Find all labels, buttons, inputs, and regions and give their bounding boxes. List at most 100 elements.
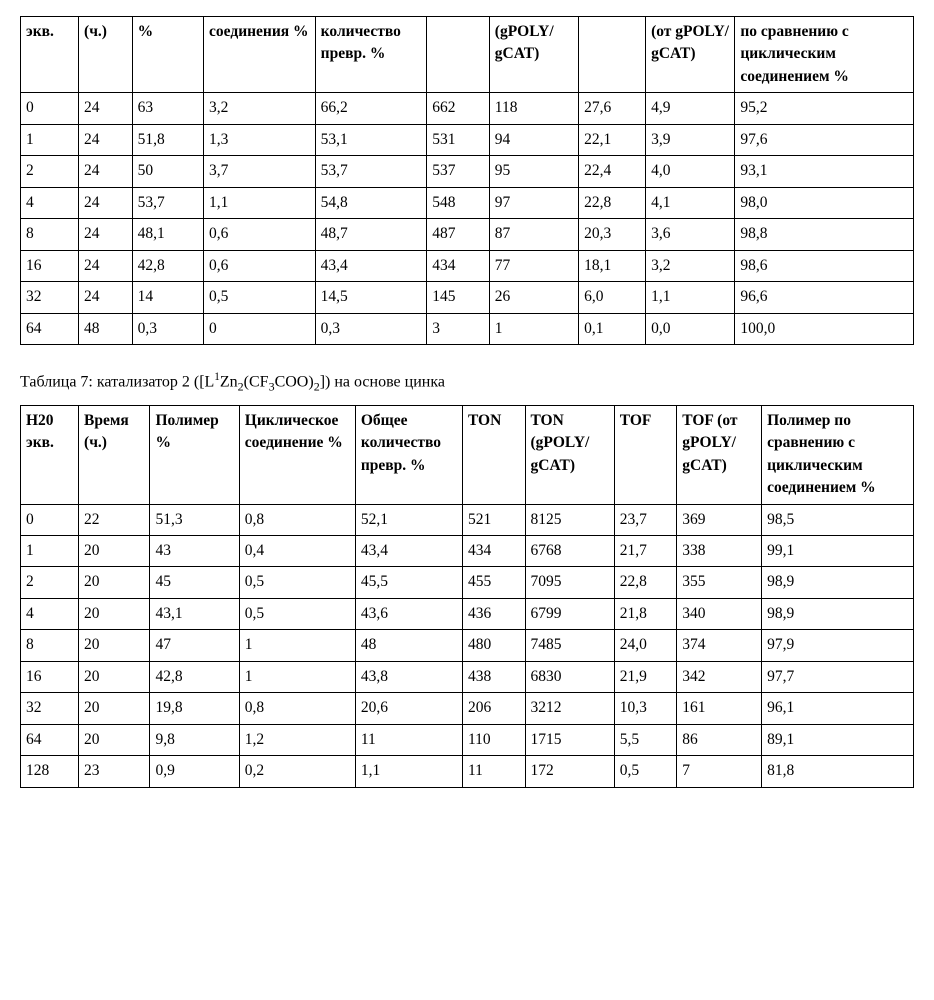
table-cell: 32 xyxy=(21,282,79,313)
table-cell: 4 xyxy=(21,598,79,629)
table-cell: 23,7 xyxy=(614,504,677,535)
table-cell: 6830 xyxy=(525,661,614,692)
table-cell: 1,1 xyxy=(646,282,735,313)
table-row: 120430,443,4434676821,733899,1 xyxy=(21,536,914,567)
table-row: 02251,30,852,1521812523,736998,5 xyxy=(21,504,914,535)
column-header: TOF xyxy=(614,405,677,504)
table-cell: 206 xyxy=(463,693,526,724)
table-cell: 66,2 xyxy=(315,93,427,124)
column-header: Циклическое соединение % xyxy=(239,405,355,504)
table-cell: 98,8 xyxy=(735,219,914,250)
table-cell: 434 xyxy=(463,536,526,567)
table-row: 12451,81,353,15319422,13,997,6 xyxy=(21,124,914,155)
table-cell: 51,3 xyxy=(150,504,239,535)
table-cell: 45,5 xyxy=(355,567,462,598)
table-cell: 369 xyxy=(677,504,762,535)
table-row: 82047148480748524,037497,9 xyxy=(21,630,914,661)
table-cell: 27,6 xyxy=(579,93,646,124)
table-cell: 1,3 xyxy=(204,124,316,155)
column-header: Полимер по сравнению с циклическим соеди… xyxy=(762,405,914,504)
table-cell: 355 xyxy=(677,567,762,598)
table-cell: 0,6 xyxy=(204,219,316,250)
table-cell: 54,8 xyxy=(315,187,427,218)
table-cell: 4,9 xyxy=(646,93,735,124)
table-cell: 50 xyxy=(132,156,203,187)
table-cell: 42,8 xyxy=(150,661,239,692)
table-cell: 20 xyxy=(79,630,150,661)
table-cell: 98,5 xyxy=(762,504,914,535)
table-cell: 5,5 xyxy=(614,724,677,755)
column-header: TON (gPOLY/ gCAT) xyxy=(525,405,614,504)
table-cell: 81,8 xyxy=(762,756,914,787)
table-cell: 0,3 xyxy=(315,313,427,344)
table2-header-row: H20 экв.Время (ч.)Полимер %Циклическое с… xyxy=(21,405,914,504)
table-cell: 172 xyxy=(525,756,614,787)
table-cell: 94 xyxy=(489,124,578,155)
table-cell: 1715 xyxy=(525,724,614,755)
table-cell: 53,7 xyxy=(132,187,203,218)
column-header: TOF (от gPOLY/ gCAT) xyxy=(677,405,762,504)
table-cell: 1 xyxy=(489,313,578,344)
table-cell: 14 xyxy=(132,282,203,313)
table-cell: 98,9 xyxy=(762,567,914,598)
table-cell: 20 xyxy=(79,567,150,598)
table-cell: 1 xyxy=(21,124,79,155)
table-row: 322019,80,820,6206321210,316196,1 xyxy=(21,693,914,724)
table-cell: 24 xyxy=(79,93,133,124)
caption-mid2: (CF xyxy=(244,373,269,390)
table-cell: 9,8 xyxy=(150,724,239,755)
table2-caption: Таблица 7: катализатор 2 ([L1Zn2(CF3COO)… xyxy=(20,371,914,395)
table-cell: 97,7 xyxy=(762,661,914,692)
table-cell: 0 xyxy=(21,93,79,124)
table-cell: 95,2 xyxy=(735,93,914,124)
table-cell: 8 xyxy=(21,630,79,661)
table-cell: 0,9 xyxy=(150,756,239,787)
table-cell: 8125 xyxy=(525,504,614,535)
table-cell: 99,1 xyxy=(762,536,914,567)
table1-body: 024633,266,266211827,64,995,212451,81,35… xyxy=(21,93,914,345)
table-cell: 18,1 xyxy=(579,250,646,281)
column-header: TON xyxy=(463,405,526,504)
table-cell: 43,1 xyxy=(150,598,239,629)
table-cell: 52,1 xyxy=(355,504,462,535)
table-cell: 43,4 xyxy=(315,250,427,281)
table-cell: 87 xyxy=(489,219,578,250)
table-cell: 662 xyxy=(427,93,490,124)
table-cell: 374 xyxy=(677,630,762,661)
table-cell: 19,8 xyxy=(150,693,239,724)
table-cell: 3 xyxy=(427,313,490,344)
table-cell: 0,8 xyxy=(239,693,355,724)
caption-suffix: ]) на основе цинка xyxy=(320,373,445,390)
caption-mid1: Zn xyxy=(220,373,238,390)
table-cell: 7095 xyxy=(525,567,614,598)
table-cell: 89,1 xyxy=(762,724,914,755)
table-cell: 32 xyxy=(21,693,79,724)
table-row: 220450,545,5455709522,835598,9 xyxy=(21,567,914,598)
table-cell: 0,5 xyxy=(614,756,677,787)
table-cell: 0 xyxy=(21,504,79,535)
table-cell: 93,1 xyxy=(735,156,914,187)
table-row: 024633,266,266211827,64,995,2 xyxy=(21,93,914,124)
table-cell: 53,7 xyxy=(315,156,427,187)
table-cell: 11 xyxy=(355,724,462,755)
table-cell: 6,0 xyxy=(579,282,646,313)
table-cell: 110 xyxy=(463,724,526,755)
table-cell: 16 xyxy=(21,250,79,281)
table-cell: 0,5 xyxy=(239,567,355,598)
column-header: H20 экв. xyxy=(21,405,79,504)
table-cell: 96,6 xyxy=(735,282,914,313)
column-header: количество превр. % xyxy=(315,17,427,93)
column-header: (ч.) xyxy=(79,17,133,93)
table-cell: 43 xyxy=(150,536,239,567)
table-cell: 100,0 xyxy=(735,313,914,344)
table-cell: 340 xyxy=(677,598,762,629)
table-cell: 21,7 xyxy=(614,536,677,567)
table-cell: 43,4 xyxy=(355,536,462,567)
table-row: 64209,81,21111017155,58689,1 xyxy=(21,724,914,755)
table-cell: 20,6 xyxy=(355,693,462,724)
column-header: соединения % xyxy=(204,17,316,93)
table-cell: 1,1 xyxy=(355,756,462,787)
table-cell: 480 xyxy=(463,630,526,661)
table-row: 82448,10,648,74878720,33,698,8 xyxy=(21,219,914,250)
table-cell: 24 xyxy=(79,156,133,187)
